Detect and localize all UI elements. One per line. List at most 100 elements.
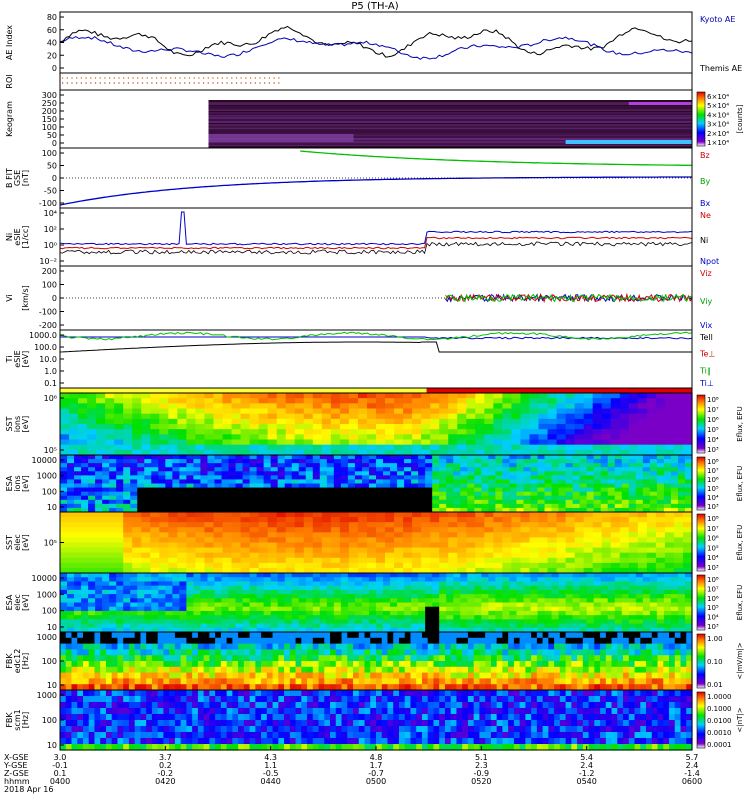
sst-elec-cell — [394, 537, 404, 543]
esa-ions-cell — [538, 471, 546, 476]
esa-elec-cell — [144, 573, 152, 578]
esa-elec-cell — [404, 586, 412, 591]
sst-elec-cell — [132, 563, 142, 569]
sst-ions-cell — [132, 409, 142, 415]
sst-ions-cell — [277, 445, 287, 451]
esa-elec-cell — [109, 586, 117, 591]
esa-elec-cell — [580, 603, 588, 608]
esa-ions-cell — [285, 455, 293, 460]
sst-ions-cell — [638, 445, 648, 451]
fbk-edc12-cell — [106, 667, 112, 673]
esa-elec-cell — [116, 594, 124, 599]
esa-ions-cell — [383, 479, 391, 484]
esa-elec-cell — [516, 581, 524, 586]
esa-elec-cell — [559, 611, 567, 616]
fbk-edc12-cell — [146, 667, 152, 673]
esa-elec-cell — [488, 581, 496, 586]
fbk-edc12-cell — [129, 673, 135, 679]
sst-elec-cell — [358, 537, 368, 543]
sst-ions-cell — [195, 440, 205, 446]
esa-ions-cell — [144, 479, 152, 484]
esa-elec-cell — [214, 619, 222, 624]
esa-ions-cell — [341, 479, 349, 484]
esa-elec-cell — [650, 586, 658, 591]
sst-elec-cell — [448, 522, 458, 528]
esa-ions-cell — [222, 488, 230, 493]
esa-elec-cell — [559, 615, 567, 620]
sst-ions-cell — [213, 424, 223, 430]
esa-elec-cell — [411, 573, 419, 578]
sst-elec-cell — [403, 532, 413, 538]
sst-elec-cell — [484, 527, 494, 533]
sst-elec-cell — [322, 512, 332, 518]
esa-elec-cell — [566, 586, 574, 591]
esa-elec-cell — [446, 619, 454, 624]
esa-ions-cell — [678, 475, 686, 480]
sst-ions-cell — [629, 393, 639, 399]
esa-ions-cell — [502, 455, 510, 460]
sst-ions-cell — [132, 414, 142, 420]
sst-elec-cell — [430, 563, 440, 569]
sst-ions-cell — [602, 424, 612, 430]
sst-elec-cell — [268, 563, 278, 569]
fbk-edc12-cell — [359, 667, 365, 673]
sst-elec-cell — [132, 537, 142, 543]
sst-ions-cell — [683, 429, 693, 435]
fbk-edc12-cell — [290, 644, 296, 650]
sst-ions-cell — [520, 445, 530, 451]
sst-elec-cell — [557, 548, 567, 554]
fbk-edc12-cell — [66, 655, 72, 661]
sst-elec-cell — [195, 517, 205, 523]
esa-elec-cell — [523, 598, 531, 603]
sst-ions-cell — [475, 424, 485, 430]
fbk-edc12-cell — [290, 661, 296, 667]
fbk-edc12-cell — [462, 638, 468, 644]
esa-elec-cell — [123, 586, 131, 591]
sst-elec-cell — [223, 543, 233, 549]
esa-ions-cell — [622, 463, 630, 468]
esa-elec-cell — [81, 573, 89, 578]
esa-ions-cell — [165, 475, 173, 480]
esa-ions-cell — [229, 479, 237, 484]
esa-ions-cell — [566, 459, 574, 464]
esa-ions-cell — [622, 496, 630, 501]
esa-ions-cell — [341, 484, 349, 489]
sst-ions-cell — [638, 398, 648, 404]
sst-elec-cell — [60, 563, 70, 569]
esa-ions-cell — [460, 467, 468, 472]
esa-ions-cell — [404, 504, 412, 509]
fbk-edc12-cell — [112, 667, 118, 673]
esa-elec-cell — [397, 624, 405, 629]
esa-ions-cell — [552, 496, 560, 501]
esa-elec-cell — [334, 619, 342, 624]
sst-ions-cell — [150, 409, 160, 415]
sst-elec-cell — [493, 522, 503, 528]
esa-ions-cell — [481, 459, 489, 464]
sst-ions-cell — [448, 445, 458, 451]
sst-ions-cell — [620, 429, 630, 435]
sst-elec-cell — [602, 558, 612, 564]
esa-elec-cell — [313, 581, 321, 586]
sst-ions-cell — [367, 445, 377, 451]
esa-elec-cell — [67, 619, 75, 624]
fbk-edc12-cell — [422, 655, 428, 661]
esa-ions-cell — [397, 496, 405, 501]
sst-elec-cell — [268, 522, 278, 528]
esa-elec-cell — [362, 607, 370, 612]
esa-ions-cell — [516, 475, 524, 480]
esa-ions-cell — [158, 496, 166, 501]
esa-elec-cell — [243, 611, 251, 616]
esa-elec-cell — [341, 573, 349, 578]
fbk-edc12-cell — [83, 667, 89, 673]
sst-elec-cell — [638, 553, 648, 559]
esa-elec-cell — [488, 603, 496, 608]
esa-elec-cell — [348, 581, 356, 586]
sst-ions-cell — [620, 409, 630, 415]
sst-elec-cell — [132, 553, 142, 559]
esa-elec-cell — [292, 581, 300, 586]
fbk-edc12-cell — [445, 632, 451, 638]
esa-ions-cell — [95, 500, 103, 505]
esa-ions-cell — [608, 475, 616, 480]
esa-ions-cell — [186, 459, 194, 464]
esa-ions-spectrogram — [60, 455, 693, 513]
